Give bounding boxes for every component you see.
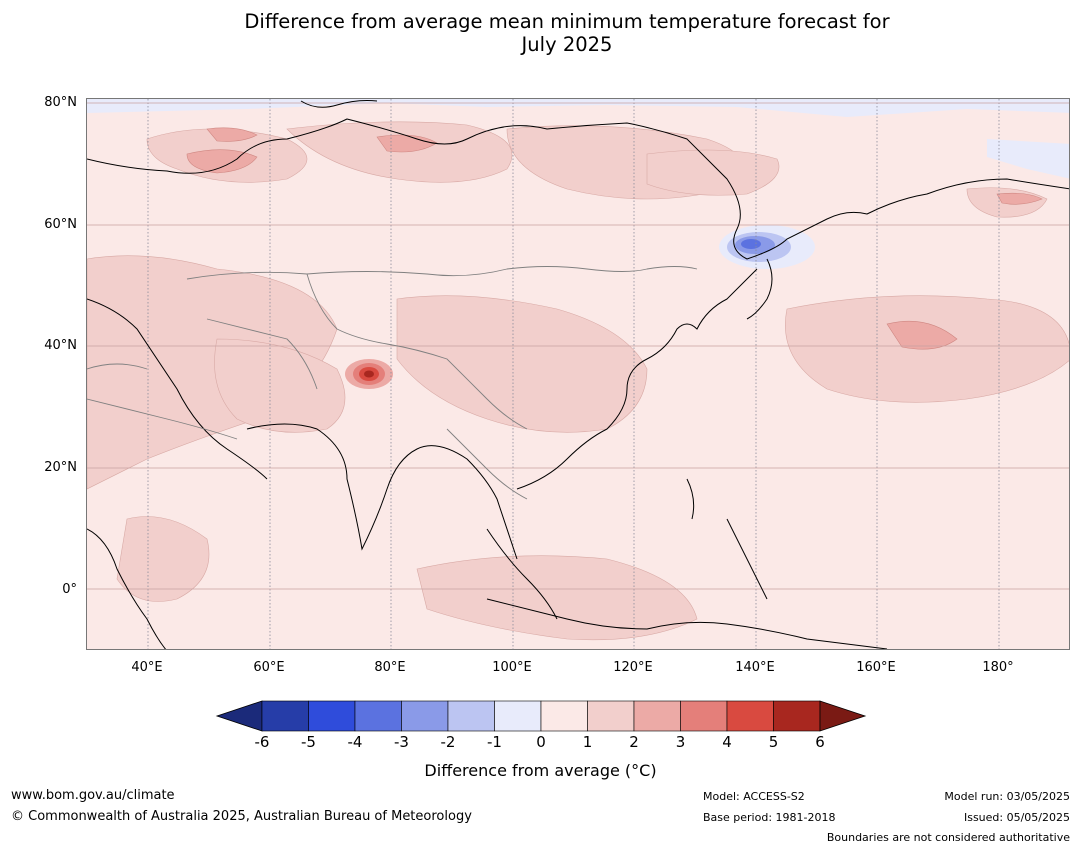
colorbar-tick-label: 0 — [536, 733, 546, 751]
colorbar-segment — [447, 700, 495, 732]
colorbar-tick-label: 6 — [815, 733, 825, 751]
colorbar-tick-label: -2 — [440, 733, 456, 751]
colorbar-tick-label: 4 — [722, 733, 732, 751]
title-line-1: Difference from average mean minimum tem… — [244, 10, 890, 33]
warm-2-3-regions — [186, 127, 1043, 350]
colorbar-tick-label: 3 — [675, 733, 686, 751]
colorbar-segment — [261, 700, 309, 732]
lat-label-0: 0° — [62, 582, 77, 597]
meridian-lines — [147, 99, 1000, 649]
lon-label-180: 180° — [982, 660, 1014, 675]
lat-label-60n: 60°N — [44, 217, 77, 232]
colorbar — [215, 700, 867, 732]
colorbar-segment — [401, 700, 449, 732]
lon-label-60e: 60°E — [253, 660, 285, 675]
lon-label-120e: 120°E — [613, 660, 653, 675]
country-borders — [87, 266, 698, 500]
colorbar-segment — [354, 700, 402, 732]
map-title: Difference from average mean minimum tem… — [0, 10, 1081, 56]
colorbar-tick-label: -4 — [347, 733, 363, 751]
coastlines — [87, 100, 1069, 649]
colorbar-segment — [680, 700, 728, 732]
footer-disclaimer: Boundaries are not considered authoritat… — [826, 831, 1070, 844]
parallel-lines — [87, 102, 1069, 590]
colorbar-segment — [633, 700, 681, 732]
colorbar-extend-high — [819, 700, 867, 732]
footer-copyright: © Commonwealth of Australia 2025, Austra… — [11, 809, 472, 824]
footer-issued: Issued: 05/05/2025 — [963, 811, 1070, 824]
footer-base-period: Base period: 1981-2018 — [703, 811, 836, 824]
lon-label-100e: 100°E — [492, 660, 532, 675]
colorbar-extend-low — [215, 700, 263, 732]
colorbar-title: Difference from average (°C) — [424, 761, 657, 780]
colorbar-segment — [726, 700, 774, 732]
colorbar-segment — [540, 700, 588, 732]
footer-url: www.bom.gov.au/climate — [11, 788, 175, 803]
warm-1-2-regions — [87, 121, 1069, 641]
colorbar-tick-label: -5 — [301, 733, 316, 751]
colorbar-segment — [308, 700, 356, 732]
colorbar-tick-label: -1 — [487, 733, 502, 751]
colorbar-tick-label: 5 — [768, 733, 779, 751]
arctic-cool-region — [87, 99, 1069, 117]
title-line-2: July 2025 — [521, 33, 613, 56]
lat-label-80n: 80°N — [44, 95, 77, 110]
colorbar-segment — [773, 700, 821, 732]
footer-model-run: Model run: 03/05/2025 — [944, 790, 1070, 803]
tibet-hotspot — [345, 359, 393, 389]
colorbar-tick-label: -3 — [394, 733, 409, 751]
east-siberian-cool-region — [987, 139, 1069, 179]
colorbar-segment — [494, 700, 542, 732]
lon-label-160e: 160°E — [856, 660, 896, 675]
lon-label-140e: 140°E — [735, 660, 775, 675]
lat-label-20n: 20°N — [44, 460, 77, 475]
colorbar-segment — [587, 700, 635, 732]
lon-label-40e: 40°E — [131, 660, 163, 675]
anomaly-map — [87, 99, 1069, 649]
colorbar-tick-label: 1 — [582, 733, 593, 751]
footer-model: Model: ACCESS-S2 — [703, 790, 805, 803]
lon-label-80e: 80°E — [374, 660, 406, 675]
okhotsk-cold-spot — [719, 225, 815, 269]
map-panel — [86, 98, 1070, 650]
colorbar-tick-label: 2 — [629, 733, 639, 751]
lat-label-40n: 40°N — [44, 338, 77, 353]
colorbar-tick-label: -6 — [254, 733, 270, 751]
